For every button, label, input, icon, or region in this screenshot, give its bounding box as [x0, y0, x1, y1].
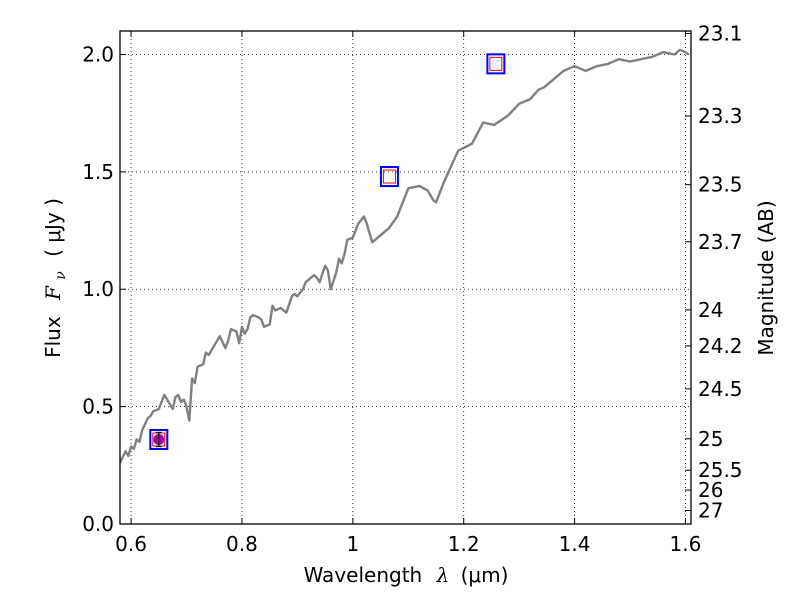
- x-tick-label: 1.2: [448, 532, 480, 556]
- y-tick-label: 1.0: [82, 277, 114, 301]
- mag-tick-label: 25.5: [698, 458, 743, 482]
- x-tick-label: 0.8: [226, 532, 258, 556]
- mag-tick-label: 27: [698, 498, 723, 522]
- mag-tick-label: 24.5: [698, 377, 743, 401]
- x-tick-label: 0.6: [115, 532, 147, 556]
- y2-axis-label: Magnitude (AB): [754, 200, 778, 355]
- mag-tick-label: 23.5: [698, 173, 743, 197]
- model-flux-square: [486, 53, 506, 75]
- y-axis-label-symbol: F: [41, 285, 65, 301]
- tick-layer: 0.6 0.8 1 1.2 1.4 1.6 0.0 0.5 1.0 1.5 2.0 23.1 23.3 2…: [82, 22, 742, 556]
- grid-lines: [120, 31, 691, 525]
- mag-tick-label: 26: [698, 478, 723, 502]
- y-tick-label: 1.5: [82, 160, 114, 184]
- photometry-points: [149, 53, 506, 450]
- model-flux-square: [149, 428, 169, 450]
- mag-tick-label: 23.1: [698, 22, 743, 46]
- model-flux-square: [379, 166, 399, 188]
- y-tick-label: 0.5: [82, 395, 114, 419]
- y-axis-label-subscript: ν: [53, 271, 69, 280]
- mag-tick-label: 24: [698, 298, 723, 322]
- x-tick-label: 1.4: [559, 532, 591, 556]
- y-tick-label: 2.0: [82, 42, 114, 66]
- mag-tick-label: 23.7: [698, 230, 743, 254]
- observed-flux-square: [382, 169, 396, 184]
- x-axis-label: Wavelength λ (μm): [304, 563, 509, 587]
- y-tick-label: 0.0: [82, 512, 114, 536]
- observed-flux-square: [489, 56, 503, 71]
- mag-tick-label: 24.2: [698, 334, 743, 358]
- x-axis-label-text: Wavelength: [304, 563, 423, 587]
- x-axis-label-symbol: λ: [436, 563, 450, 587]
- y-axis-label-text: Flux: [41, 316, 65, 358]
- mag-tick-label: 25: [698, 427, 723, 451]
- x-axis-label-unit: (μm): [461, 563, 509, 587]
- mag-tick-label: 23.3: [698, 104, 743, 128]
- y-axis-label-unit: ( μJy ): [41, 198, 65, 257]
- y-axis-label: Flux F ν ( μJy ): [41, 198, 70, 358]
- sed-model-line: [120, 48, 689, 464]
- x-tick-label: 1.6: [670, 532, 702, 556]
- plot-frame: [119, 30, 692, 525]
- series-layer: [120, 48, 689, 464]
- x-tick-label: 1: [346, 532, 359, 556]
